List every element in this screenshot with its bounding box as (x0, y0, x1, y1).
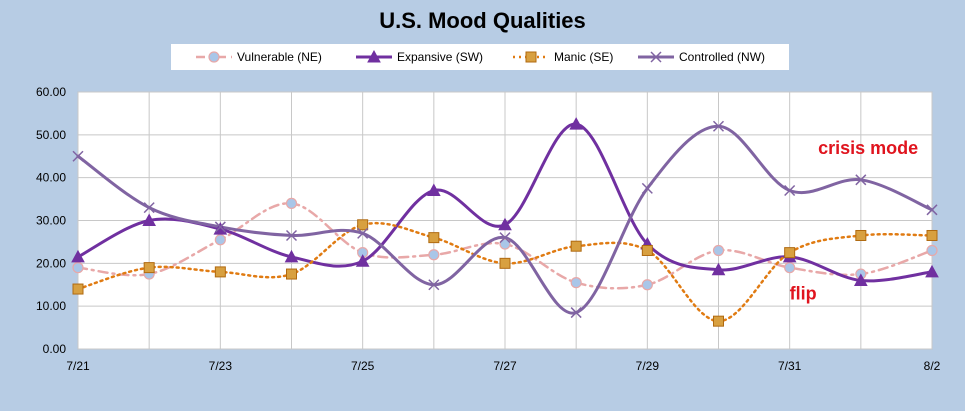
data-point-1-7 (569, 117, 584, 130)
data-point-3-5 (428, 279, 440, 291)
legend-marker-0 (208, 51, 220, 63)
data-point-1-3 (284, 249, 299, 263)
data-point-1-1 (142, 213, 157, 226)
data-point-2-11 (855, 229, 867, 241)
data-point-3-1 (143, 202, 155, 214)
data-point-3-3 (285, 229, 298, 242)
legend-label-0: Vulnerable (NE) (237, 50, 322, 64)
data-point-3-7 (570, 307, 582, 319)
x-tick-label: 8/2 (924, 359, 941, 373)
data-point-0-7 (570, 277, 582, 289)
x-tick-label: 7/31 (778, 359, 802, 373)
x-tick-label: 7/23 (209, 359, 233, 373)
data-point-1-2 (213, 222, 228, 235)
data-point-0-2 (214, 234, 226, 246)
y-tick-label: 0.00 (43, 342, 67, 356)
series-line-3 (76, 124, 934, 315)
y-tick-label: 30.00 (36, 214, 66, 228)
data-point-3-12 (926, 204, 938, 216)
data-point-1-5 (426, 183, 441, 197)
data-point-0-3 (285, 197, 298, 209)
data-point-2-3 (286, 268, 297, 280)
data-point-2-5 (428, 232, 440, 244)
data-point-0-10 (784, 262, 796, 274)
legend-marker-2 (525, 51, 537, 63)
data-point-3-11 (855, 174, 867, 186)
data-point-2-8 (641, 244, 653, 256)
data-point-1-12 (925, 264, 939, 278)
chart-title: U.S. Mood Qualities (379, 8, 586, 33)
data-point-1-9 (711, 262, 726, 276)
data-point-2-6 (499, 257, 511, 269)
legend-marker-3 (650, 51, 662, 63)
data-point-2-9 (713, 315, 724, 327)
y-tick-label: 60.00 (36, 85, 66, 99)
data-point-2-4 (357, 219, 369, 231)
y-tick-label: 50.00 (36, 128, 66, 142)
x-tick-label: 7/29 (636, 359, 660, 373)
data-point-0-9 (712, 244, 725, 257)
data-point-2-10 (784, 247, 796, 259)
legend-label-3: Controlled (NW) (679, 50, 765, 64)
data-point-2-12 (926, 229, 938, 241)
data-point-3-8 (641, 182, 653, 194)
legend (171, 44, 789, 70)
data-point-2-1 (143, 262, 155, 274)
data-point-3-0 (72, 150, 84, 162)
data-point-3-6 (499, 232, 511, 244)
data-point-2-0 (72, 283, 84, 295)
data-point-2-7 (570, 240, 582, 252)
annotation-0: crisis mode (818, 138, 918, 158)
data-point-1-11 (853, 273, 868, 286)
data-point-3-2 (214, 221, 226, 233)
data-point-0-8 (641, 279, 653, 291)
data-point-0-5 (428, 249, 440, 261)
y-tick-label: 20.00 (36, 256, 66, 270)
y-tick-label: 10.00 (36, 299, 66, 313)
x-tick-label: 7/21 (66, 359, 90, 373)
data-point-3-4 (357, 227, 369, 239)
legend-label-1: Expansive (SW) (397, 50, 483, 64)
data-point-1-4 (355, 254, 370, 267)
data-point-3-9 (712, 120, 725, 132)
data-point-0-6 (499, 238, 511, 250)
legend-marker-1 (367, 49, 381, 63)
data-point-1-0 (71, 249, 85, 263)
data-point-0-12 (926, 244, 938, 257)
data-point-1-6 (498, 217, 512, 231)
annotation-1: flip (790, 284, 817, 304)
x-tick-label: 7/27 (493, 359, 517, 373)
y-tick-label: 40.00 (36, 171, 66, 185)
x-tick-label: 7/25 (351, 359, 375, 373)
legend-label-2: Manic (SE) (554, 50, 613, 64)
data-point-2-2 (214, 266, 226, 278)
data-point-3-10 (784, 184, 796, 197)
data-point-0-0 (72, 262, 84, 274)
